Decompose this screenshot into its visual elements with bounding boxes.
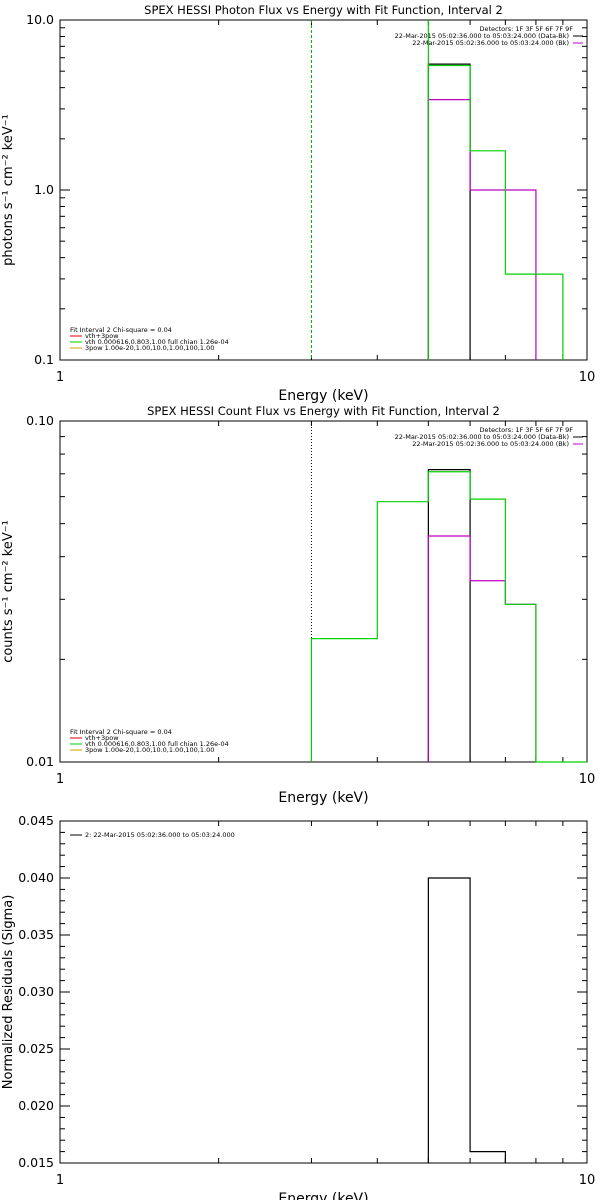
legend-label: 3pow 1.00e-20,1.00,10.0,1.00,100,1.00 [85, 344, 214, 352]
histogram-series-2 [427, 64, 564, 360]
histogram-series-0 [427, 469, 471, 762]
x-tick-label: 1 [56, 772, 64, 787]
legend-label: 22-Mar-2015 05:02:36.000 to 05:03:24.000… [395, 32, 569, 40]
chart-panel-2: 1 10 Energy (keV) 0.015 0.020 0.025 0.030 0.035… [1, 813, 595, 1200]
chart-panel-1: SPEX HESSI Count Flux vs Energy with Fit… [1, 404, 595, 806]
plot-frame [59, 820, 588, 1164]
chart-title: SPEX HESSI Count Flux vs Energy with Fit… [147, 404, 500, 418]
y-tick-label: 0.025 [18, 1041, 54, 1056]
x-axis-label: Energy (keV) [278, 1191, 368, 1200]
y-tick-label: 0.030 [18, 984, 54, 999]
y-axis-label: Normalized Residuals (Sigma) [1, 895, 16, 1090]
histogram-series-2 [310, 471, 587, 763]
x-tick-label: 10 [579, 370, 596, 385]
legend-label: vth 0.000616,0.803,1.00 full chian 1.26e… [85, 338, 229, 346]
y-tick-label: 0.045 [18, 813, 54, 828]
x-axis-label: Energy (keV) [278, 790, 368, 806]
y-tick-label: 0.015 [18, 1155, 54, 1170]
y-tick-label: 0.040 [18, 870, 54, 885]
x-axis-label: Energy (keV) [278, 388, 368, 404]
plot-frame [59, 420, 588, 763]
legend-label: 22-Mar-2015 05:02:36.000 to 05:03:24.000… [395, 433, 569, 441]
y-tick-label: 0.1 [34, 352, 54, 367]
legend-label: 2: 22-Mar-2015 05:02:36.000 to 05:03:24.… [85, 831, 235, 839]
legend-label: 22-Mar-2015 05:02:36.000 to 05:03:24.000… [412, 39, 569, 47]
chart-panel-0: SPEX HESSI Photon Flux vs Energy with Fi… [1, 3, 595, 404]
y-tick-label: 0.020 [18, 1098, 54, 1113]
histogram-series-0 [427, 877, 506, 1163]
legend-label: 3pow 1.00e-20,1.00,10.0,1.00,100,1.00 [85, 746, 214, 754]
y-tick-label: 1.0 [34, 182, 54, 197]
legend-header: Detectors: 1F 3F 5F 6F 7F 9F [479, 426, 573, 434]
histogram-series-1 [427, 535, 537, 762]
y-axis-label: counts s⁻¹ cm⁻² keV⁻¹ [1, 520, 16, 663]
x-tick-label: 1 [56, 1173, 64, 1188]
legend-header: Fit Interval 2 Chi-square = 0.04 [70, 326, 172, 334]
y-tick-label: 0.01 [26, 754, 54, 769]
legend-header: Fit Interval 2 Chi-square = 0.04 [70, 728, 172, 736]
y-tick-label: 10.0 [26, 12, 54, 27]
x-tick-label: 10 [579, 1173, 596, 1188]
y-tick-label: 0.035 [18, 927, 54, 942]
y-axis-label: photons s⁻¹ cm⁻² keV⁻¹ [1, 114, 16, 266]
x-tick-label: 1 [56, 370, 64, 385]
chart-title: SPEX HESSI Photon Flux vs Energy with Fi… [144, 3, 503, 17]
legend-label: vth+3pow [85, 734, 119, 742]
histogram-series-0 [427, 63, 471, 360]
x-tick-label: 10 [579, 772, 596, 787]
y-tick-label: 0.10 [26, 413, 54, 428]
legend-label: vth 0.000616,0.803,1.00 full chian 1.26e… [85, 740, 229, 748]
legend-label: vth+3pow [85, 332, 119, 340]
histogram-series-1 [427, 99, 537, 360]
legend-label: 22-Mar-2015 05:02:36.000 to 05:03:24.000… [412, 440, 569, 448]
legend-header: Detectors: 1F 3F 5F 6F 7F 9F [479, 25, 573, 33]
